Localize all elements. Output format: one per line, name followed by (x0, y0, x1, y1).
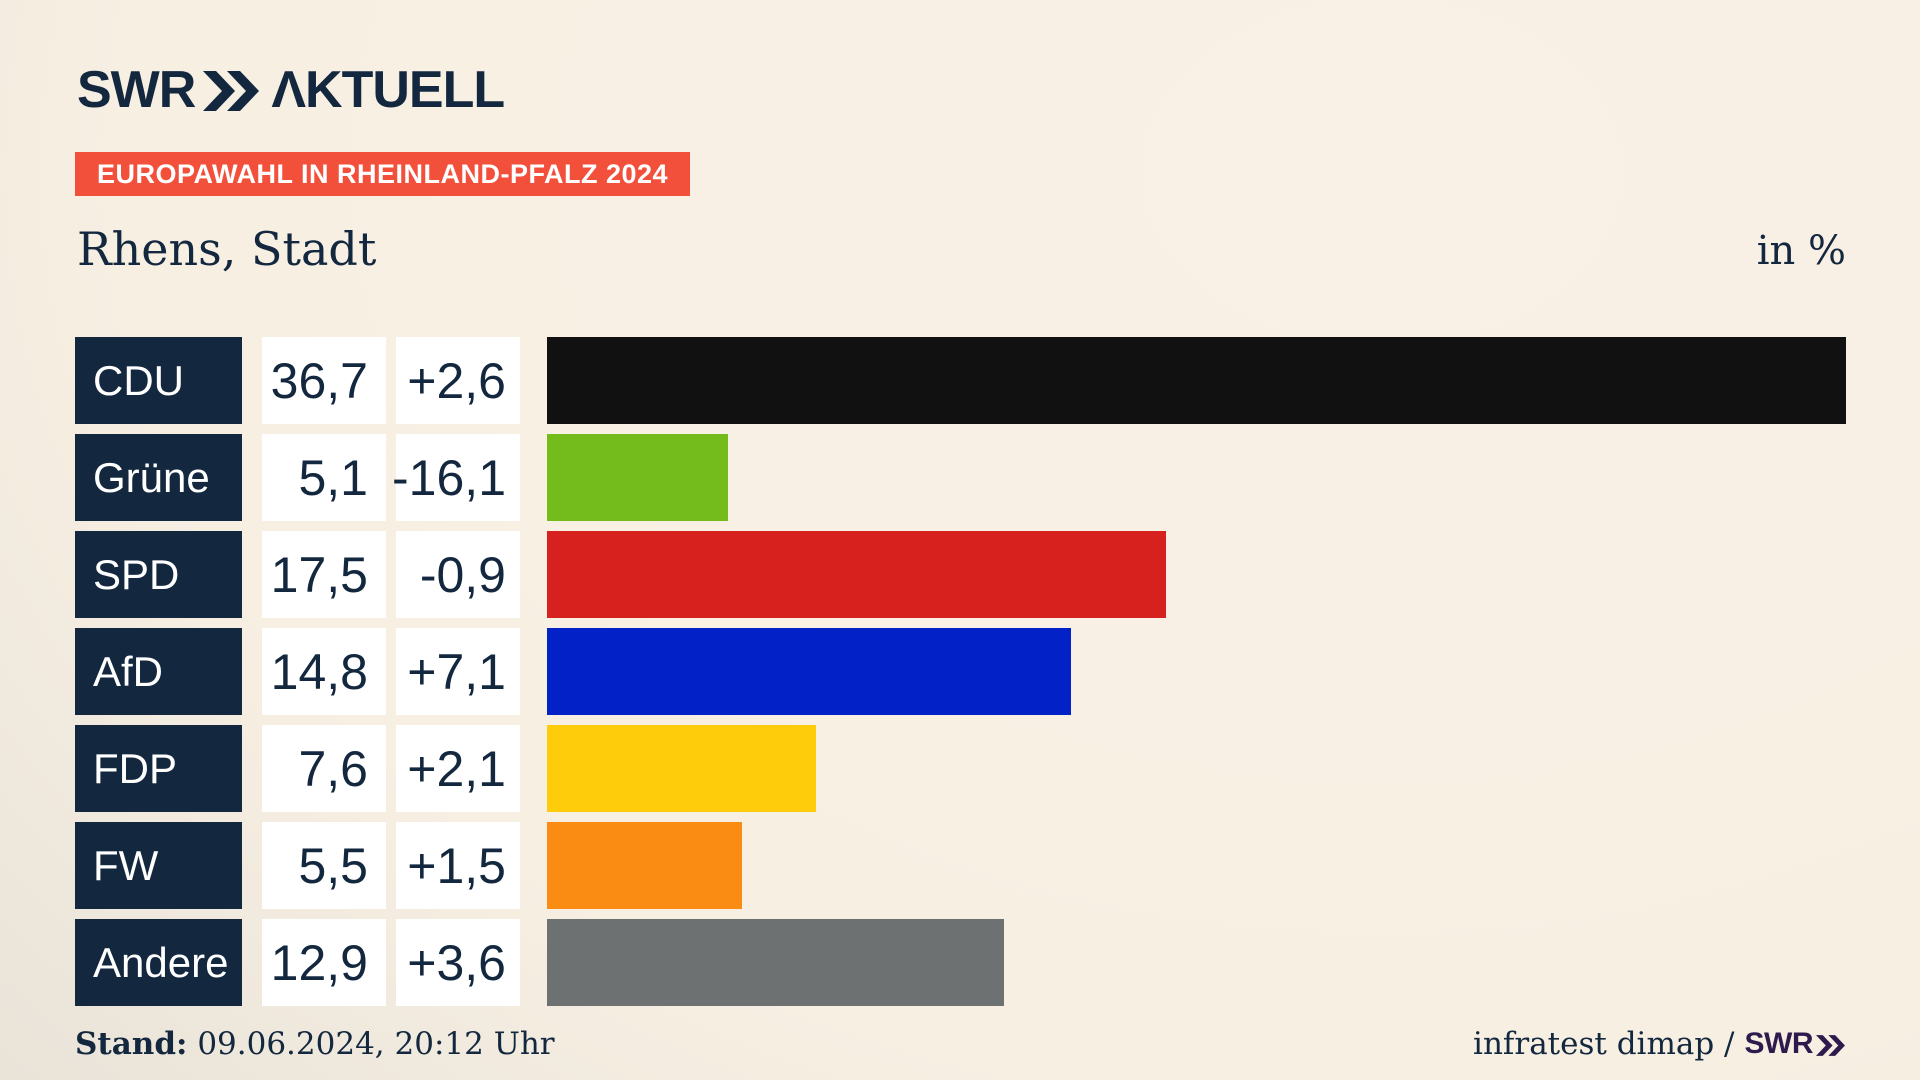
election-badge: EUROPAWAHL IN RHEINLAND-PFALZ 2024 (75, 152, 691, 196)
delta-cell: +2,1 (396, 725, 520, 812)
table-row: Grüne 5,1 -16,1 (75, 434, 1846, 521)
party-label-cell: FW (75, 822, 242, 909)
value-text: 7,6 (298, 740, 368, 797)
value-cell: 12,9 (262, 919, 386, 1006)
value-cell: 5,5 (262, 822, 386, 909)
delta-text: +2,6 (407, 352, 506, 409)
result-bar (547, 628, 1071, 715)
party-label-cell: Andere (75, 919, 242, 1006)
delta-cell: -16,1 (392, 434, 520, 521)
delta-text: -16,1 (392, 449, 506, 506)
bar-track (547, 337, 1846, 424)
delta-cell: -0,9 (396, 531, 520, 618)
party-label: Andere (93, 938, 229, 986)
party-label: SPD (93, 550, 180, 598)
party-label: FW (93, 841, 159, 889)
unit-label: in % (1756, 228, 1846, 274)
party-label-cell: SPD (75, 531, 242, 618)
credit-swr-logo: SWR (1745, 1027, 1847, 1061)
party-label-cell: AfD (75, 628, 242, 715)
delta-cell: +3,6 (396, 919, 520, 1006)
party-label: CDU (93, 356, 184, 404)
bar-track (547, 919, 1846, 1006)
delta-text: +7,1 (407, 643, 506, 700)
value-cell: 36,7 (262, 337, 386, 424)
result-bar (547, 725, 816, 812)
bar-track (547, 822, 1846, 909)
region-title: Rhens, Stadt (77, 222, 377, 276)
party-label-cell: Grüne (75, 434, 242, 521)
stand-timestamp: Stand: 09.06.2024, 20:12 Uhr (75, 1026, 555, 1062)
value-cell: 5,1 (262, 434, 386, 521)
bar-track (547, 628, 1846, 715)
value-cell: 14,8 (262, 628, 386, 715)
party-label-cell: FDP (75, 725, 242, 812)
swr-chevrons-icon (203, 71, 260, 111)
table-row: CDU 36,7 +2,6 (75, 337, 1846, 424)
credit-swr-text: SWR (1744, 1027, 1814, 1060)
result-bar (547, 531, 1167, 618)
credit-source-text: infratest dimap / (1473, 1026, 1735, 1062)
result-bar (547, 434, 728, 521)
value-text: 14,8 (270, 643, 368, 700)
party-label: Grüne (93, 453, 210, 501)
table-row: FDP 7,6 +2,1 (75, 725, 1846, 812)
stand-value: 09.06.2024, 20:12 Uhr (197, 1026, 555, 1062)
bar-track (547, 531, 1846, 618)
delta-text: -0,9 (419, 546, 506, 603)
value-text: 5,5 (298, 837, 368, 894)
result-bar (547, 919, 1004, 1006)
delta-text: +3,6 (407, 934, 506, 991)
table-row: SPD 17,5 -0,9 (75, 531, 1846, 618)
swr-logo-text: SWR (77, 61, 196, 119)
bar-track (547, 725, 1846, 812)
delta-cell: +7,1 (396, 628, 520, 715)
table-row: FW 5,5 +1,5 (75, 822, 1846, 909)
stand-label: Stand: (75, 1026, 188, 1062)
party-label-cell: CDU (75, 337, 242, 424)
bar-track (547, 434, 1846, 521)
delta-cell: +1,5 (396, 822, 520, 909)
swr-aktuell-logo: SWR ΛKTUELL (77, 61, 505, 119)
table-row: Andere 12,9 +3,6 (75, 919, 1846, 1006)
aktuell-logo-text: ΛKTUELL (271, 61, 505, 119)
value-text: 36,7 (270, 352, 368, 409)
value-text: 17,5 (270, 546, 368, 603)
value-text: 12,9 (270, 934, 368, 991)
value-text: 5,1 (298, 449, 368, 506)
delta-text: +1,5 (407, 837, 506, 894)
results-table: CDU 36,7 +2,6 Grüne 5,1 -16,1 SPD 17,5 (75, 337, 1846, 1016)
source-credit: infratest dimap / SWR (1473, 1026, 1846, 1062)
credit-swr-chevrons-icon (1816, 1034, 1845, 1056)
party-label: FDP (93, 744, 177, 792)
result-bar (547, 337, 1846, 424)
result-bar (547, 822, 742, 909)
value-cell: 7,6 (262, 725, 386, 812)
delta-text: +2,1 (407, 740, 506, 797)
table-row: AfD 14,8 +7,1 (75, 628, 1846, 715)
party-label: AfD (93, 647, 164, 695)
value-cell: 17,5 (262, 531, 386, 618)
delta-cell: +2,6 (396, 337, 520, 424)
